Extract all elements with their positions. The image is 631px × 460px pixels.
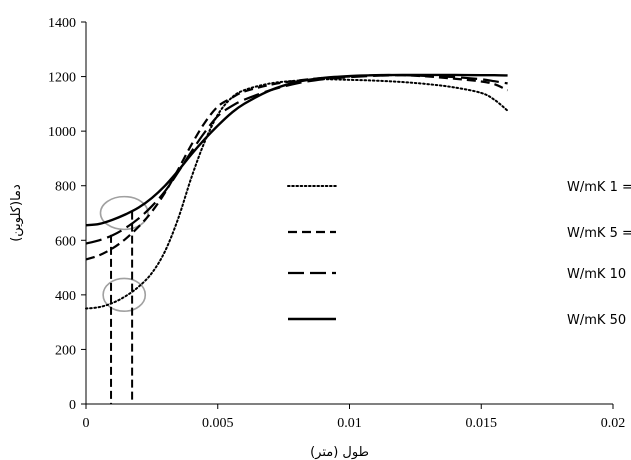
legend-label-2: ضریب هدایت حرارتی= 5 W/mK (567, 226, 631, 241)
y-tick-label: 1000 (48, 125, 76, 140)
x-tick-label: 0.02 (601, 416, 626, 431)
x-tick-label: 0.005 (202, 416, 234, 431)
x-tick-label: 0 (83, 416, 90, 431)
highlight-ellipse (99, 195, 149, 231)
y-tick-label: 800 (55, 180, 76, 195)
y-tick-label: 0 (69, 398, 76, 413)
x-tick-label: 0.015 (466, 416, 498, 431)
series-line-4 (85, 73, 508, 227)
series-line-3 (85, 74, 508, 245)
legend-label-4: ضریب هدایت حرارتی= 50 W/mK (567, 313, 631, 328)
y-tick-label: 1200 (48, 71, 76, 86)
y-tick-label: 1400 (48, 16, 76, 31)
y-tick-label: 200 (55, 343, 76, 358)
x-tick-label: 0.01 (337, 416, 362, 431)
series-lines (85, 73, 509, 310)
x-axis-title: طول (متر) (310, 445, 369, 460)
axes: 0 200 400 600 800 1000 1200 1400 0 0.005 0.01 0.015… (48, 16, 625, 431)
legend-label-3: ضریب هدایت حرارتی= 10 W/mK (567, 267, 631, 282)
legend: ضریب هدایت حرارتی= 1 W/mK ضریب هدایت حرار… (287, 180, 631, 328)
highlight-ellipse (102, 277, 147, 313)
series-line-1 (85, 78, 509, 310)
legend-label-1: ضریب هدایت حرارتی= 1 W/mK (567, 180, 631, 195)
y-tick-label: 400 (55, 289, 76, 304)
y-axis-title: دما(کلوین) (9, 184, 24, 242)
y-tick-label: 600 (55, 234, 76, 249)
annotations (99, 195, 149, 404)
